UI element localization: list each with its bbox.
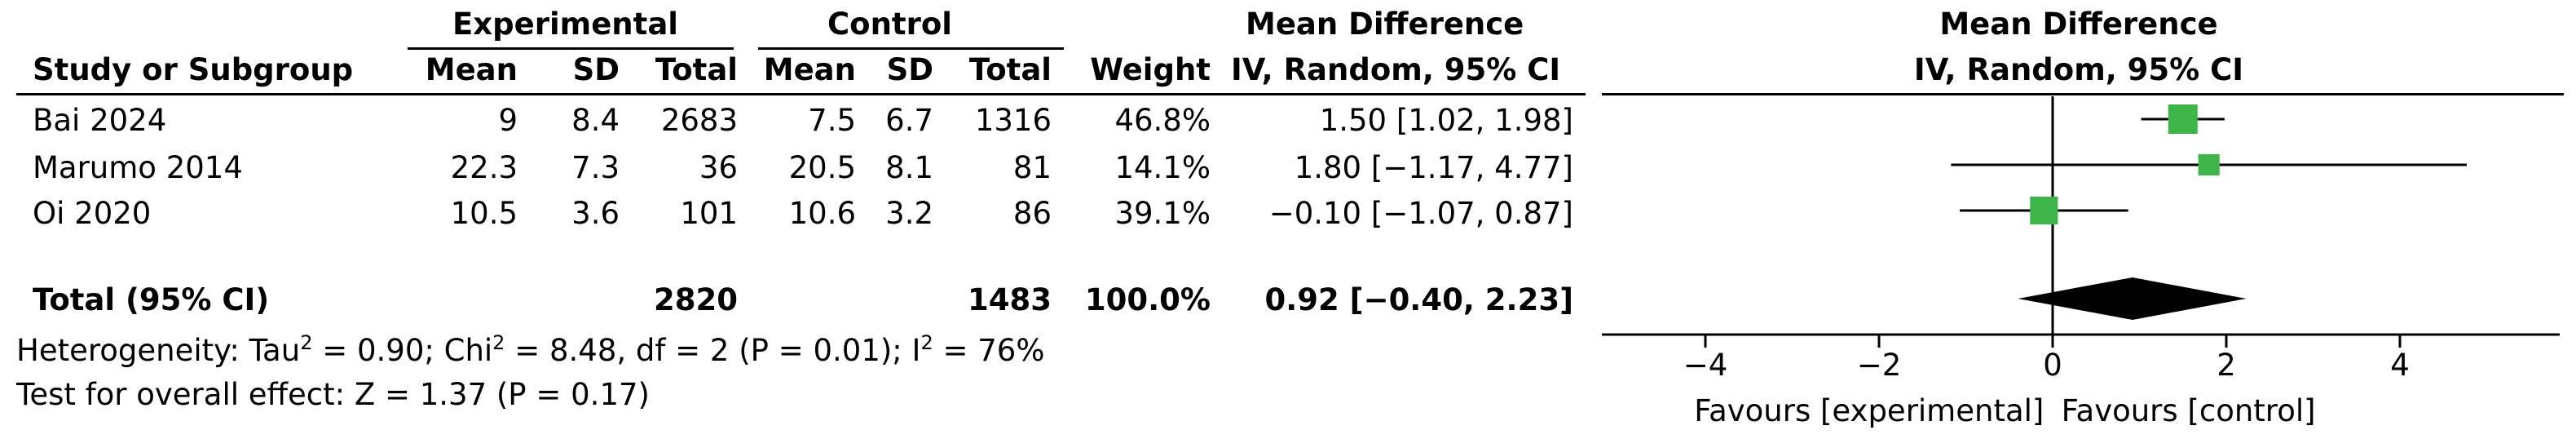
- study-name: Bai 2024: [33, 103, 167, 138]
- ctrl-sd-header: SD: [886, 52, 933, 87]
- x-tick-label: −2: [1857, 348, 1902, 383]
- exp-total: 36: [699, 150, 738, 185]
- ctrl-sd: 3.2: [885, 196, 933, 231]
- exp-sd: 7.3: [571, 150, 620, 185]
- heterogeneity-text: Heterogeneity: Tau2 = 0.90; Chi2 = 8.48,…: [16, 331, 1045, 368]
- control-underline: [758, 47, 1064, 50]
- weight-header: Weight: [1090, 52, 1211, 87]
- ctrl-total: 1316: [974, 103, 1052, 138]
- overall-effect-text: Test for overall effect: Z = 1.37 (P = 0…: [16, 377, 650, 412]
- x-tick-label: 2: [2217, 348, 2236, 383]
- exp-total: 101: [680, 196, 738, 231]
- ctrl-sd: 8.1: [885, 150, 933, 185]
- exp-sd: 3.6: [571, 196, 620, 231]
- total-weight: 100.0%: [1084, 282, 1211, 317]
- header-rule: [16, 93, 1586, 95]
- exp-sd-header: SD: [572, 52, 620, 87]
- exp-total-sum: 2820: [654, 282, 738, 317]
- ctrl-total: 81: [1012, 150, 1052, 185]
- md-method-header: IV, Random, 95% CI: [1231, 52, 1561, 87]
- experimental-underline: [408, 47, 734, 50]
- exp-mean: 10.5: [450, 196, 518, 231]
- favours-experimental-label: Favours [experimental]: [1694, 393, 2044, 428]
- ctrl-total: 86: [1012, 196, 1052, 231]
- ctrl-mean: 10.6: [788, 196, 856, 231]
- pooled-diamond: [2018, 277, 2247, 320]
- exp-mean-header: Mean: [425, 52, 518, 87]
- x-tick-label: −4: [1683, 348, 1728, 383]
- control-group-header: Control: [827, 7, 952, 42]
- favours-control-label: Favours [control]: [2062, 393, 2316, 428]
- weight-value: 46.8%: [1114, 103, 1211, 138]
- exp-total: 2683: [660, 103, 738, 138]
- exp-sd: 8.4: [571, 103, 620, 138]
- ctrl-total-header: Total: [968, 52, 1052, 87]
- experimental-group-header: Experimental: [452, 7, 678, 42]
- ctrl-sd: 6.7: [885, 103, 933, 138]
- x-tick-label: 0: [2043, 348, 2062, 383]
- plot-header-rule: [1602, 93, 2564, 95]
- weight-value: 39.1%: [1114, 196, 1211, 231]
- exp-mean: 9: [498, 103, 518, 138]
- total-label: Total (95% CI): [33, 282, 270, 317]
- study-name: Marumo 2014: [33, 150, 243, 185]
- ci-value: 1.50 [1.02, 1.98]: [1319, 103, 1573, 138]
- study-column-header: Study or Subgroup: [33, 52, 354, 87]
- exp-total-header: Total: [655, 52, 738, 87]
- md-column-header-top: Mean Difference: [1246, 7, 1524, 42]
- exp-mean: 22.3: [450, 150, 518, 185]
- ci-value: −0.10 [−1.07, 0.87]: [1268, 196, 1573, 231]
- plot-header-top: Mean Difference: [1939, 7, 2218, 42]
- study-marker: [2030, 196, 2058, 225]
- forest-plot: −4 −2 0 2 4 Favours [experimental] Favours [co…: [1602, 96, 2560, 428]
- x-tick-label: 4: [2390, 348, 2410, 383]
- study-marker: [2168, 104, 2198, 134]
- pooled-ci: 0.92 [−0.40, 2.23]: [1264, 282, 1573, 317]
- weight-value: 14.1%: [1114, 150, 1211, 185]
- ci-value: 1.80 [−1.17, 4.77]: [1294, 150, 1573, 185]
- ctrl-mean-header: Mean: [763, 52, 856, 87]
- ctrl-mean: 7.5: [808, 103, 856, 138]
- ctrl-total-sum: 1483: [968, 282, 1052, 317]
- ctrl-mean: 20.5: [788, 150, 856, 185]
- plot-method-header: IV, Random, 95% CI: [1913, 52, 2244, 87]
- study-marker: [2198, 153, 2220, 176]
- study-name: Oi 2020: [33, 196, 152, 231]
